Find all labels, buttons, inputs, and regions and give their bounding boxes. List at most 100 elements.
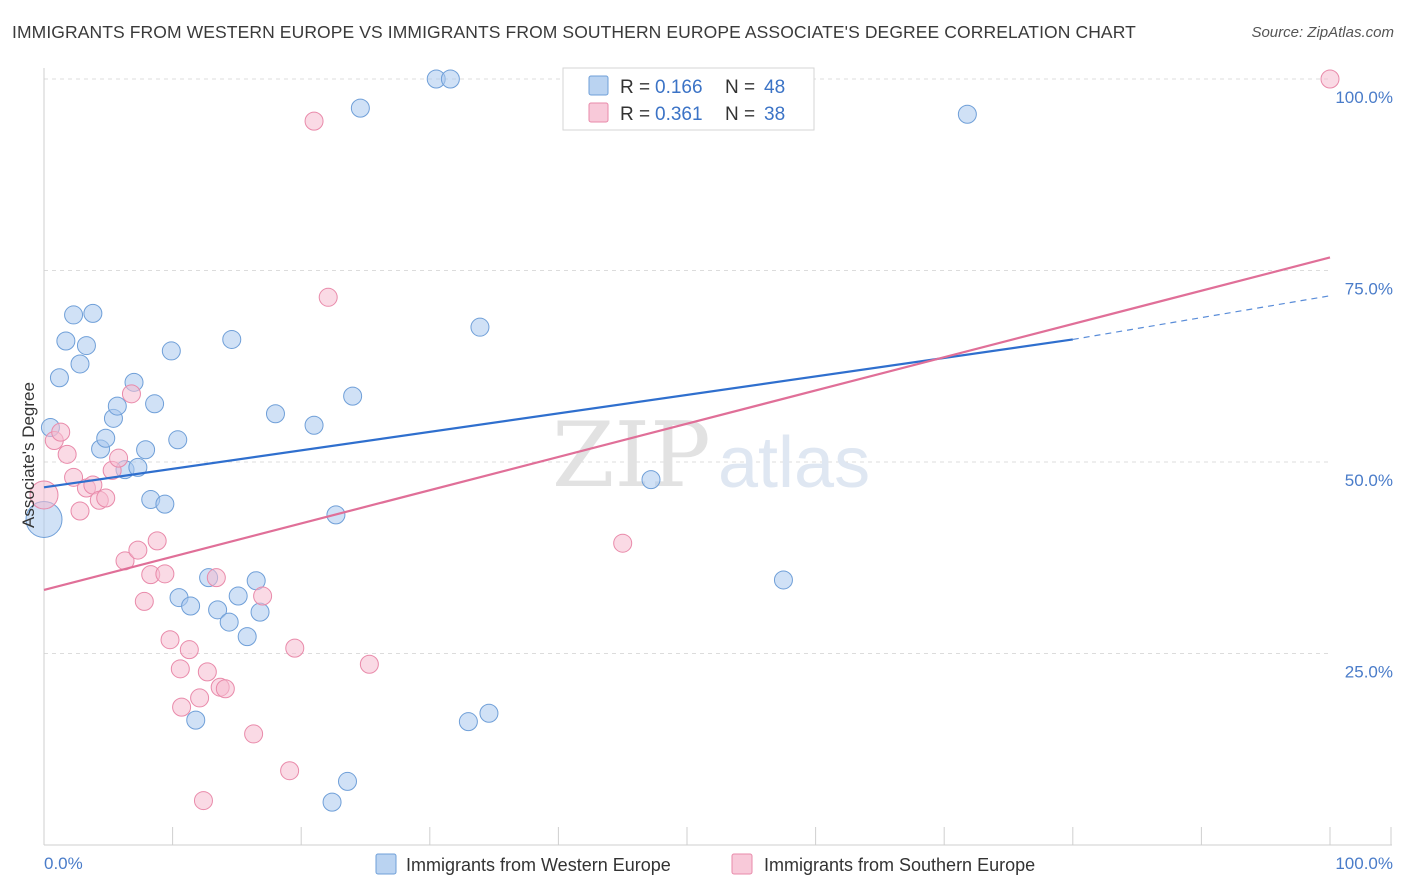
bottom-legend-swatch-southern: [731, 853, 753, 875]
point-western-europe: [250, 602, 270, 622]
legend-box: R = 0.166 N = 48 R = 0.361 N = 38: [562, 67, 815, 131]
point-western-europe: [304, 415, 324, 435]
point-southern-europe: [613, 533, 633, 553]
point-western-europe: [337, 771, 357, 791]
point-western-europe: [470, 317, 490, 337]
trend-lines: [43, 256, 1331, 591]
point-western-europe: [641, 470, 661, 490]
point-southern-europe: [160, 630, 180, 650]
bottom-legend-swatch-western: [375, 853, 397, 875]
point-southern-europe: [285, 638, 305, 658]
legend-r-label-western: R =: [620, 77, 650, 98]
point-western-europe: [155, 494, 175, 514]
y-tick-label: 100.0%: [1335, 88, 1393, 107]
point-southern-europe: [206, 568, 226, 588]
series-western-europe-points: [25, 69, 977, 812]
point-southern-europe: [197, 662, 217, 682]
point-southern-europe: [121, 384, 141, 404]
point-western-europe: [161, 341, 181, 361]
point-western-europe: [181, 596, 201, 616]
point-western-europe: [64, 305, 84, 325]
point-western-europe: [773, 570, 793, 590]
point-southern-europe: [51, 422, 71, 442]
point-southern-europe: [109, 448, 129, 468]
point-southern-europe: [155, 564, 175, 584]
watermark-zip: ZIP: [552, 403, 711, 508]
point-western-europe: [957, 104, 977, 124]
point-southern-europe: [244, 724, 264, 744]
point-western-europe: [96, 428, 116, 448]
point-southern-europe: [96, 488, 116, 508]
x-tick-label-right: 100.0%: [1335, 854, 1393, 873]
point-southern-europe: [57, 444, 77, 464]
point-southern-europe: [29, 480, 59, 510]
point-southern-europe: [359, 654, 379, 674]
legend-swatch-western: [588, 75, 609, 96]
source-credit: Source: ZipAtlas.com: [1251, 24, 1394, 41]
grid-lines: [44, 78, 1330, 654]
legend-r-label-southern: R =: [620, 104, 650, 125]
point-southern-europe: [215, 679, 235, 699]
point-southern-europe: [1320, 69, 1340, 89]
legend-n-value-southern: 38: [764, 104, 785, 125]
point-western-europe: [208, 600, 228, 620]
legend-n-label-western: N =: [725, 77, 755, 98]
point-western-europe: [479, 703, 499, 723]
point-southern-europe: [70, 501, 90, 521]
legend-r-value-southern: 0.361: [655, 104, 703, 125]
point-southern-europe: [253, 586, 273, 606]
point-southern-europe: [172, 697, 192, 717]
y-axis-label: Associate's Degree: [19, 382, 38, 528]
bottom-legend: Immigrants from Western Europe Immigrant…: [375, 853, 1035, 875]
legend-swatch-southern: [588, 102, 609, 123]
trend-line-western-europe-extension: [1072, 295, 1331, 341]
point-western-europe: [83, 303, 103, 323]
point-southern-europe: [128, 540, 148, 560]
point-southern-europe: [170, 659, 190, 679]
point-southern-europe: [147, 531, 167, 551]
point-western-europe: [219, 612, 239, 632]
point-western-europe: [222, 329, 242, 349]
point-western-europe: [265, 404, 285, 424]
point-southern-europe: [193, 791, 213, 811]
point-western-europe: [322, 792, 342, 812]
tick-labels: 100.0% 75.0% 50.0% 25.0% 0.0% 100.0%: [44, 88, 1393, 873]
trend-line-western-europe: [43, 338, 1073, 489]
chart-title: IMMIGRANTS FROM WESTERN EUROPE VS IMMIGR…: [12, 22, 1136, 42]
point-western-europe: [145, 394, 165, 414]
point-western-europe: [168, 430, 188, 450]
point-southern-europe: [190, 688, 210, 708]
point-western-europe: [76, 336, 96, 356]
point-western-europe: [49, 368, 69, 388]
point-southern-europe: [134, 591, 154, 611]
y-tick-label: 75.0%: [1345, 280, 1393, 299]
point-western-europe: [136, 440, 156, 460]
x-tick-label-left: 0.0%: [44, 854, 83, 873]
legend-n-value-western: 48: [764, 77, 785, 98]
y-tick-label: 25.0%: [1345, 663, 1393, 682]
series-southern-europe-points: [29, 69, 1340, 811]
point-southern-europe: [280, 761, 300, 781]
point-western-europe: [228, 586, 248, 606]
legend-n-label-southern: N =: [725, 104, 755, 125]
point-western-europe: [458, 712, 478, 732]
point-western-europe: [350, 98, 370, 118]
point-western-europe: [237, 627, 257, 647]
point-southern-europe: [304, 111, 324, 131]
point-southern-europe: [318, 287, 338, 307]
point-western-europe: [56, 331, 76, 351]
point-western-europe: [186, 710, 206, 730]
bottom-legend-label-southern: Immigrants from Southern Europe: [764, 855, 1035, 875]
legend-r-value-western: 0.166: [655, 77, 703, 98]
point-western-europe: [440, 69, 460, 89]
bottom-legend-label-western: Immigrants from Western Europe: [406, 855, 671, 875]
point-western-europe: [343, 386, 363, 406]
y-tick-label: 50.0%: [1345, 471, 1393, 490]
point-western-europe: [107, 396, 127, 416]
trend-line-southern-europe: [43, 256, 1331, 591]
watermark-atlas: atlas: [718, 423, 870, 503]
point-western-europe: [128, 457, 148, 477]
point-southern-europe: [179, 640, 199, 660]
axes: [43, 68, 1392, 846]
